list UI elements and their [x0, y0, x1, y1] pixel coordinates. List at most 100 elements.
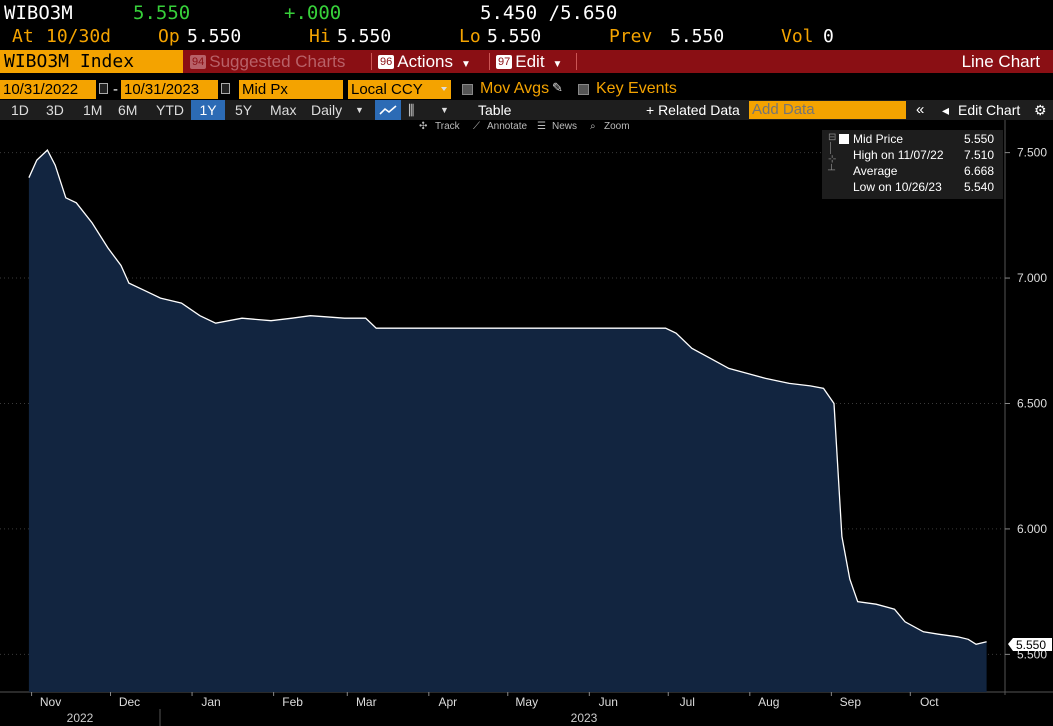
end-date-input[interactable]: 10/31/2023	[121, 80, 218, 99]
settings-gear-icon[interactable]: ⚙	[1034, 102, 1047, 118]
x-tick-label: Jul	[680, 695, 695, 709]
related-data-button[interactable]: + Related Data	[646, 102, 740, 118]
edit-chart-arrow-icon: ◂	[942, 102, 950, 118]
currency-dropdown-icon[interactable]	[437, 80, 451, 99]
ticker-symbol: WIBO3M	[4, 2, 73, 24]
table-button[interactable]: Table	[478, 102, 512, 118]
suggested-charts-label: Suggested Charts	[209, 52, 346, 71]
suggested-charts-number: 94	[190, 55, 207, 69]
actions-caret-icon: ▼	[461, 59, 471, 70]
bar-chart-icon[interactable]: ⫼	[408, 102, 415, 118]
x-tick-label: Feb	[282, 695, 303, 709]
period-1d[interactable]: 1D	[11, 102, 29, 118]
prev-value: 5.550	[670, 26, 725, 47]
news-icon[interactable]: ☰	[537, 121, 546, 132]
period-3d[interactable]: 3D	[46, 102, 64, 118]
legend-mid-value: 5.550	[964, 132, 995, 146]
legend-swatch	[839, 134, 849, 144]
x-tick-label: Dec	[119, 695, 140, 709]
frequency-select[interactable]: Daily	[311, 102, 343, 118]
legend-average-label: Average	[853, 164, 898, 178]
field-select[interactable]: Mid Px	[239, 80, 343, 99]
vol-value: 0	[823, 26, 834, 47]
quote-stats: At 10/30d Op 5.550 Hi 5.550 Lo 5.550 Pre…	[0, 26, 1053, 48]
mov-avgs-checkbox[interactable]	[462, 84, 473, 95]
annotate-tool[interactable]: Annotate	[487, 121, 528, 132]
chart-style-caret-icon[interactable]: ▼	[440, 105, 449, 115]
last-value-label: 5.550	[1016, 638, 1046, 652]
x-axis-ticks: Nov Dec Jan Feb Mar Apr May Jun Jul Aug Sep Oct	[31, 692, 939, 709]
suggested-charts-menu[interactable]: 94 Suggested Charts	[190, 50, 345, 73]
legend-low-value: 5.540	[964, 180, 995, 194]
pencil-icon[interactable]: ✎	[552, 80, 563, 95]
x-tick-label: Jun	[599, 695, 618, 709]
key-events-checkbox[interactable]	[578, 84, 589, 95]
collapse-icon[interactable]: «	[916, 101, 925, 118]
period-6m[interactable]: 6M	[118, 102, 138, 118]
date-separator: -	[113, 81, 118, 98]
add-data-input[interactable]	[749, 101, 906, 119]
calendar-icon[interactable]	[221, 83, 230, 94]
quote-header: WIBO3M 5.550 +.000 5.450 /5.650	[0, 2, 1053, 26]
zoom-icon[interactable]: ⌕	[590, 121, 596, 132]
track-tool[interactable]: Track	[435, 121, 460, 132]
legend-high-label: High on 11/07/22	[853, 148, 944, 162]
series-line-mid-price	[28, 149, 987, 645]
period-5y[interactable]: 5Y	[235, 102, 253, 118]
menu-divider	[489, 53, 490, 70]
actions-number: 96	[378, 55, 395, 69]
start-date-input[interactable]: 10/31/2022	[0, 80, 96, 99]
open-value: 5.550	[187, 26, 242, 47]
legend-tree-icon: ⊟ │ ⊹ ┴	[828, 132, 837, 176]
calendar-icon[interactable]	[99, 83, 108, 94]
x-tick-label: Sep	[840, 695, 862, 709]
mov-avgs-label[interactable]: Mov Avgs	[480, 80, 550, 97]
security-field[interactable]: WIBO3M Index	[0, 50, 183, 73]
menu-divider	[371, 53, 372, 70]
prev-label: Prev	[609, 26, 653, 47]
zoom-tool[interactable]: Zoom	[604, 121, 630, 132]
last-value-tag: 5.550	[1008, 638, 1052, 652]
last-value-tag-box	[1008, 638, 1052, 651]
x-tick-label: Apr	[438, 695, 457, 709]
x-tick-label: Oct	[920, 695, 939, 709]
x-tick-label: Mar	[356, 695, 377, 709]
x-tick-label: May	[515, 695, 538, 709]
edit-label: Edit	[515, 52, 545, 71]
legend-mid-label: Mid Price	[853, 132, 904, 146]
legend-high-value: 7.510	[964, 148, 995, 162]
edit-number: 97	[496, 55, 513, 69]
low-value: 5.550	[487, 26, 542, 47]
price-change: +.000	[284, 2, 342, 24]
actions-menu[interactable]: 96 Actions ▼	[378, 50, 471, 73]
menu-divider	[576, 53, 577, 70]
track-icon[interactable]: ✣	[419, 121, 428, 132]
x-tick-label: Nov	[40, 695, 61, 709]
annotate-icon[interactable]: ⟋	[473, 121, 480, 132]
period-1m[interactable]: 1M	[83, 102, 103, 118]
edit-chart-button[interactable]: Edit Chart	[958, 102, 1021, 118]
chart-inputs: 10/31/2022 - 10/31/2023 Mid Px Local CCY…	[0, 80, 1053, 100]
year-label-2023: 2023	[571, 711, 598, 725]
chart-legend[interactable]: ⊟ │ ⊹ ┴ Mid Price 5.550 High on 11/07/22 7.…	[822, 130, 1003, 199]
title-bar: WIBO3M Index 94 Suggested Charts 96 Action…	[0, 50, 1053, 73]
news-tool[interactable]: News	[552, 121, 578, 132]
edit-menu[interactable]: 97 Edit ▼	[496, 50, 562, 73]
period-ytd[interactable]: YTD	[156, 102, 184, 118]
legend-low-label: Low on 10/26/23	[853, 180, 942, 194]
chart-type-label: Line Chart	[961, 52, 1040, 71]
legend-average-value: 6.668	[964, 164, 995, 178]
key-events-label[interactable]: Key Events	[596, 80, 677, 97]
frequency-caret-icon[interactable]: ▼	[355, 105, 364, 115]
period-1y[interactable]: 1Y	[191, 100, 225, 120]
x-tick-label: Aug	[758, 695, 779, 709]
currency-select[interactable]: Local CCY	[348, 80, 437, 99]
chart-toolbar: 1D 3D 1M 6M YTD 1Y 5Y Max Daily ▼ ⫼ ▼ Ta…	[0, 100, 1053, 120]
x-tick-label: Jan	[201, 695, 220, 709]
at-value: 10/30d	[46, 26, 112, 47]
line-chart-icon[interactable]	[375, 100, 401, 120]
bid-ask: 5.450 /5.650	[480, 2, 618, 24]
period-max[interactable]: Max	[270, 102, 297, 118]
